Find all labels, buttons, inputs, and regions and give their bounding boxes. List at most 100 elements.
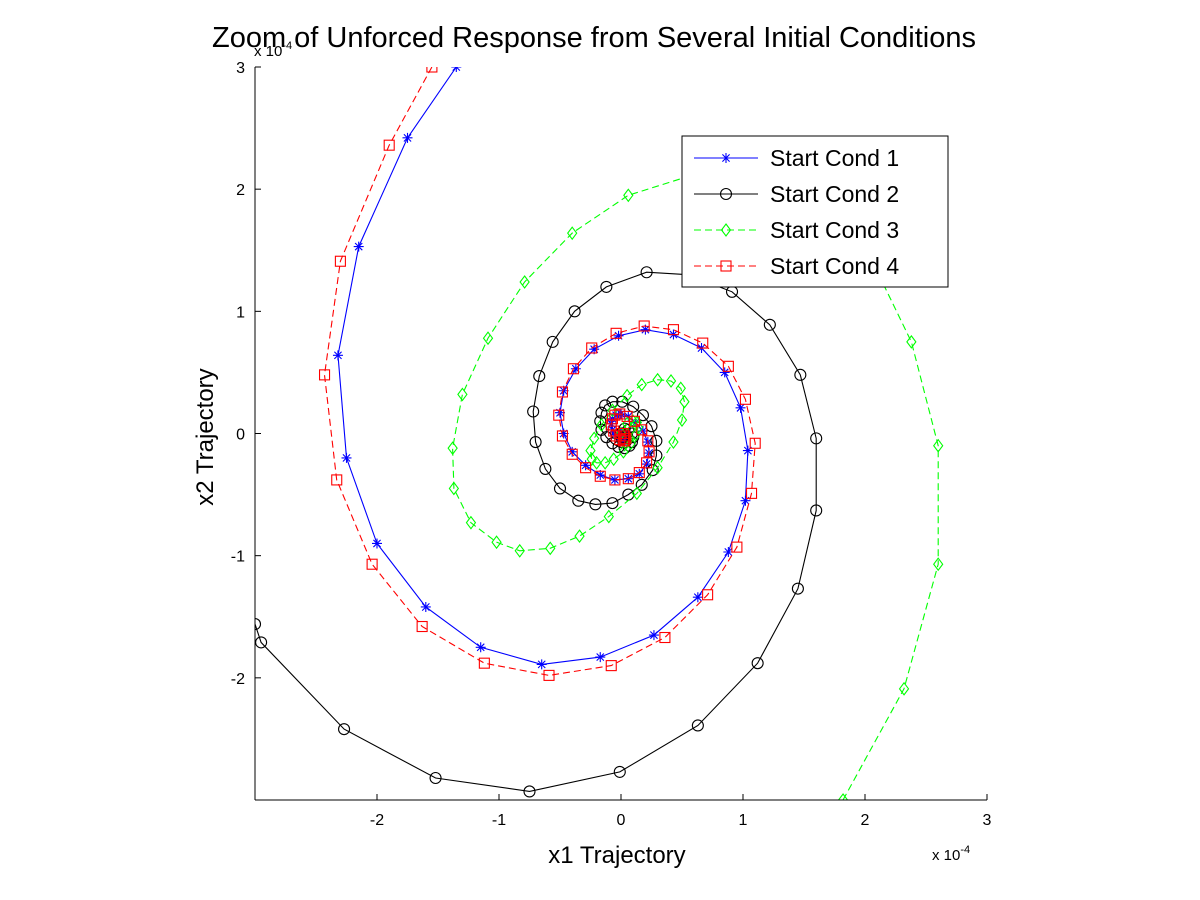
- data-point-shape: [749, 437, 761, 449]
- data-point: [665, 374, 677, 388]
- data-point-shape: [636, 424, 648, 436]
- data-point: [697, 337, 709, 349]
- data-point: [810, 504, 823, 517]
- data-point-shape: [595, 652, 606, 663]
- data-point-shape: [353, 241, 364, 252]
- data-point: [623, 188, 634, 203]
- data-point: [791, 582, 804, 595]
- data-point-shape: [702, 589, 714, 601]
- x-tick-label: 3: [983, 812, 992, 829]
- data-point: [636, 424, 648, 436]
- data-point: [567, 226, 578, 241]
- data-point: [722, 360, 734, 372]
- data-point-shape: [334, 255, 346, 267]
- legend-marker: [720, 260, 732, 272]
- data-point-shape: [331, 474, 343, 486]
- series-4: [318, 67, 761, 681]
- data-point-shape: [536, 659, 547, 670]
- data-point: [580, 462, 592, 474]
- legend-entry: Start Cond 3: [694, 217, 899, 243]
- data-point-shape: [556, 386, 568, 398]
- data-point: [606, 497, 619, 510]
- data-point: [567, 363, 579, 375]
- x-tick-label: -1: [492, 812, 506, 829]
- legend-label: Start Cond 2: [770, 181, 899, 207]
- data-point-shape: [255, 636, 268, 649]
- data-point: [556, 386, 568, 398]
- data-point: [636, 409, 650, 422]
- data-point-shape: [679, 394, 690, 409]
- data-point-shape: [568, 305, 581, 318]
- data-point: [605, 660, 617, 672]
- data-point: [621, 388, 633, 403]
- data-point: [566, 448, 578, 460]
- data-point: [591, 455, 602, 470]
- data-point: [610, 327, 622, 339]
- data-point: [623, 411, 634, 422]
- data-point-shape: [627, 400, 640, 413]
- data-point: [615, 427, 627, 440]
- data-point-shape: [607, 403, 618, 418]
- data-point: [606, 413, 619, 425]
- data-point-shape: [742, 445, 753, 456]
- y-axis-multiplier: x 10-4: [254, 40, 292, 60]
- data-point: [691, 719, 704, 732]
- data-point-shape: [546, 335, 559, 348]
- data-point: [420, 601, 431, 612]
- data-point-shape: [648, 630, 659, 641]
- data-point: [447, 441, 458, 456]
- data-point-shape: [633, 467, 645, 479]
- data-point-shape: [580, 462, 592, 474]
- data-point-shape: [545, 541, 556, 556]
- data-point: [745, 487, 758, 499]
- y-tick-label: -1: [231, 549, 245, 566]
- data-point: [640, 324, 651, 335]
- data-point-shape: [478, 657, 490, 669]
- y-tick-label: 1: [236, 304, 245, 321]
- data-point-shape: [594, 470, 606, 482]
- data-point: [643, 446, 655, 458]
- data-point-shape: [585, 443, 596, 458]
- data-point-shape: [567, 226, 578, 241]
- data-point: [740, 495, 751, 506]
- data-point: [533, 370, 546, 383]
- data-point-shape: [599, 399, 612, 412]
- data-point-shape: [383, 139, 395, 151]
- data-point: [572, 494, 585, 507]
- data-point-shape: [906, 334, 917, 349]
- data-point: [837, 793, 849, 800]
- x-tick-label: -2: [370, 812, 384, 829]
- data-point: [366, 558, 378, 570]
- data-point-shape: [586, 342, 598, 354]
- data-point: [553, 482, 567, 495]
- y-tick-label: 3: [236, 60, 245, 77]
- legend[interactable]: Start Cond 1 Start Cond 2 Start Cond 3 Star…: [681, 135, 949, 288]
- data-point-shape: [555, 407, 565, 418]
- legend-marker-shape: [720, 223, 732, 237]
- data-point: [341, 452, 352, 463]
- data-point: [735, 402, 746, 413]
- data-point-shape: [574, 529, 585, 544]
- data-point-shape: [667, 324, 680, 336]
- data-point: [627, 400, 640, 413]
- data-point: [631, 486, 643, 501]
- data-point-shape: [566, 448, 578, 460]
- data-point-shape: [447, 441, 458, 456]
- data-point-shape: [723, 547, 734, 558]
- y-tick-label: 0: [236, 427, 245, 444]
- data-point: [402, 132, 413, 143]
- data-point-shape: [933, 557, 944, 572]
- data-point-shape: [675, 381, 686, 396]
- data-point-shape: [621, 388, 633, 403]
- data-point-shape: [586, 452, 597, 467]
- data-point-shape: [640, 324, 651, 335]
- data-point: [668, 435, 679, 449]
- data-point: [633, 467, 645, 479]
- data-point: [650, 449, 663, 462]
- data-point: [523, 785, 536, 798]
- data-point-shape: [318, 369, 331, 381]
- data-point-shape: [606, 413, 619, 425]
- data-point: [638, 320, 650, 332]
- data-point: [426, 67, 438, 73]
- data-point: [338, 723, 351, 736]
